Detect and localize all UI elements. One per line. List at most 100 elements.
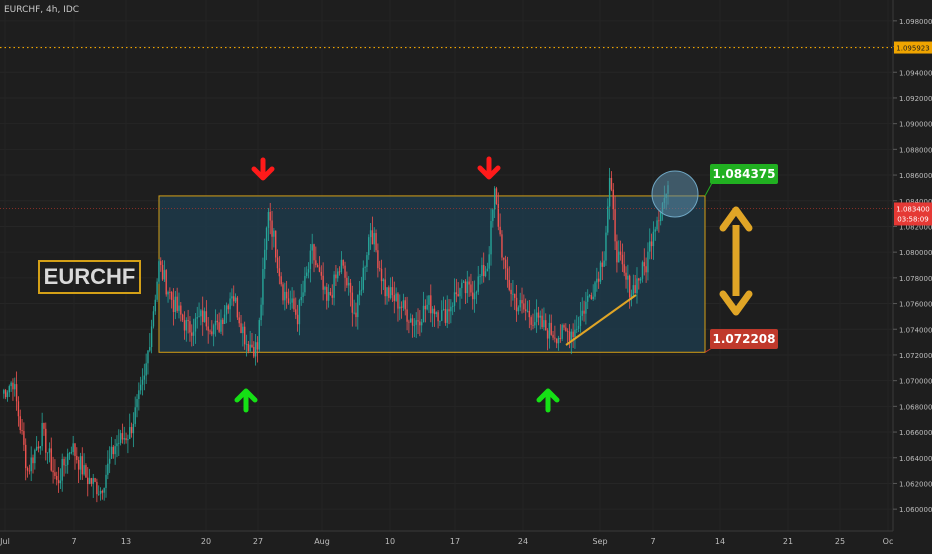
candle-body [555,338,558,344]
candle-body [127,439,129,441]
candle-body [503,257,505,260]
candle-body [649,241,651,252]
candle-body [300,297,302,301]
candle-body [240,323,242,334]
candle-body [552,334,554,338]
candle-body [85,465,87,478]
candle-body [645,266,647,273]
candle-body [411,318,414,326]
eurchf-annotation: EURCHF [38,260,141,294]
candle-body [379,268,381,269]
candle-body [176,296,178,311]
candle-body [499,226,501,235]
candle-body [534,322,536,326]
candle-countdown-label: 03:58:09 [897,215,928,223]
candle-body [161,264,164,280]
candle-body [344,265,346,278]
y-tick-label: 1.098000 [899,18,932,26]
candle-body [517,307,520,312]
y-tick-label: 1.060000 [899,506,932,514]
candle-body [139,384,142,391]
candle-body [74,443,76,456]
candle-body [435,312,437,315]
candle-body [251,344,253,348]
candle-body [590,295,593,300]
candle-body [603,260,605,267]
candle-body [41,423,43,447]
candle-body [233,296,235,302]
candle-body [94,478,96,482]
candle-body [366,255,368,267]
candle-body [289,302,291,304]
price-axis[interactable]: 1.0980001.0960001.0940001.0920001.090000… [892,0,932,531]
candle-body [236,297,239,318]
candle-body [585,301,587,314]
candle-body [466,281,468,294]
candle-body [375,233,377,251]
candle-body [243,326,246,345]
candle-body [495,188,498,204]
candle-body [116,443,118,447]
x-tick-label: 24 [518,537,528,546]
candle-body [296,314,299,325]
candle-body [191,332,193,336]
time-axis[interactable]: Jul 7 13 20 27 Aug 10 17 24 Sep 7 14 21 25 Oc [0,530,894,546]
candle-body [448,309,450,312]
candle-body [172,299,175,312]
candle-body [619,251,622,255]
candle-body [205,311,208,327]
candle-body [568,331,571,341]
candle-body [160,261,162,265]
candle-body [329,291,332,296]
candle-body [185,320,187,331]
candle-body [647,251,649,273]
candle-body [340,259,343,273]
y-tick-label: 1.092000 [899,95,932,103]
candle-body [63,459,65,466]
candle-body [608,177,611,207]
y-tick-label: 1.088000 [899,146,932,154]
candle-body [486,268,489,272]
candle-body [8,386,10,393]
candle-body [563,325,565,328]
candle-body [422,305,425,323]
candle-body [254,342,257,357]
candle-body [198,316,200,318]
candle-body [579,315,582,326]
candle-body [623,264,625,273]
candle-body [6,392,9,398]
candle-body [200,310,202,317]
candle-body [559,337,562,339]
candle-body [628,275,631,298]
candle-body [654,229,656,232]
range-top-label-box [710,164,778,184]
candle-body [88,478,91,485]
candle-body [180,305,182,315]
x-tick-label: Oc [883,537,894,546]
candle-body [459,288,461,297]
candlestick-series [3,167,669,503]
candle-body [477,276,479,292]
candle-body [397,293,399,309]
candle-body [596,278,598,283]
candle-body [101,490,104,493]
candle-body [132,423,135,434]
level-price-label: 1.095923 [896,45,929,53]
candle-body [154,299,156,312]
y-tick-label: 1.072000 [899,352,932,360]
candle-body [413,324,416,326]
range-bottom-label-box [710,329,778,349]
candle-body [464,281,467,294]
range-box-layer [158,195,706,353]
candle-body [77,460,80,470]
candle-body [539,315,541,318]
x-tick-label: 10 [385,537,395,546]
candle-body [541,315,543,328]
candle-body [295,309,297,315]
candle-body [481,265,483,277]
candle-body [610,177,613,190]
candle-body [32,457,34,464]
candle-body [156,281,158,300]
